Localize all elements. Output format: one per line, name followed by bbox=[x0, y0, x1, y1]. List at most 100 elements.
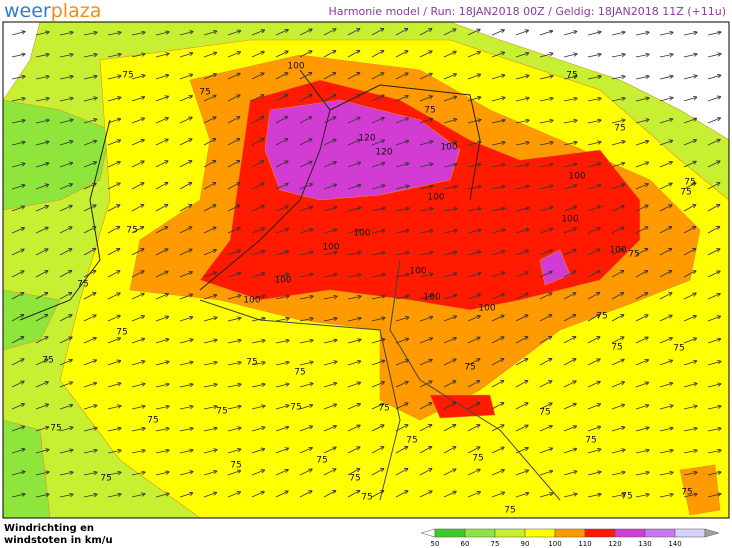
wind-arrow bbox=[707, 32, 721, 36]
wind-arrow bbox=[299, 162, 312, 168]
wind-arrow bbox=[467, 252, 481, 256]
wind-arrow bbox=[59, 76, 73, 80]
wind-arrow bbox=[131, 494, 145, 498]
wind-arrow bbox=[155, 472, 169, 476]
wind-region bbox=[3, 22, 41, 101]
wind-arrow bbox=[683, 54, 697, 58]
wind-arrow bbox=[611, 142, 625, 146]
wind-arrow bbox=[155, 317, 168, 322]
wind-arrow bbox=[251, 117, 263, 124]
wind-arrow bbox=[11, 472, 25, 476]
wind-arrow bbox=[635, 428, 649, 432]
colorbar-swatch bbox=[524, 528, 556, 538]
wind-arrow bbox=[203, 384, 217, 388]
wind-arrow bbox=[659, 249, 671, 256]
wind-arrow bbox=[467, 425, 479, 432]
wind-arrow bbox=[107, 406, 121, 410]
wind-arrow bbox=[587, 271, 600, 278]
wind-arrow bbox=[371, 186, 385, 190]
wind-arrow bbox=[323, 426, 336, 432]
wind-arrow bbox=[419, 317, 432, 322]
wind-arrow bbox=[467, 359, 480, 366]
wind-arrow bbox=[563, 250, 576, 256]
wind-arrow bbox=[659, 141, 672, 146]
wind-arrow bbox=[83, 249, 95, 256]
colorbar-label: 50 bbox=[431, 540, 440, 548]
wind-arrow bbox=[35, 315, 47, 322]
wind-arrow bbox=[275, 491, 288, 498]
wind-arrow bbox=[83, 472, 97, 476]
wind-arrow bbox=[299, 384, 313, 388]
wind-arrow bbox=[347, 469, 359, 476]
contour-label: 75 bbox=[100, 474, 111, 484]
wind-arrow bbox=[59, 120, 73, 124]
wind-arrow bbox=[659, 450, 673, 454]
wind-arrow bbox=[635, 98, 649, 102]
wind-arrow bbox=[419, 186, 433, 190]
wind-arrow bbox=[395, 208, 409, 212]
map-border bbox=[2, 21, 730, 519]
wind-arrow bbox=[587, 54, 601, 58]
wind-arrow bbox=[395, 469, 407, 476]
wind-arrow bbox=[683, 183, 696, 190]
wind-arrow bbox=[611, 494, 625, 498]
wind-arrow bbox=[563, 185, 576, 190]
wind-arrow bbox=[131, 32, 145, 36]
wind-arrow bbox=[443, 119, 456, 124]
wind-arrow bbox=[395, 73, 408, 80]
wind-arrow bbox=[131, 294, 144, 300]
colorbar-label: 75 bbox=[491, 540, 500, 548]
wind-arrow bbox=[11, 120, 25, 124]
wind-arrow bbox=[155, 339, 168, 344]
wind-arrow bbox=[35, 54, 49, 58]
contour-label: 75 bbox=[290, 403, 301, 413]
wind-arrow bbox=[107, 183, 120, 190]
wind-arrow bbox=[11, 164, 25, 168]
wind-arrow bbox=[707, 384, 721, 388]
wind-arrow bbox=[131, 249, 143, 256]
wind-arrow bbox=[107, 472, 121, 476]
wind-arrow bbox=[227, 95, 240, 102]
wind-arrow bbox=[515, 208, 529, 212]
wind-arrow bbox=[707, 271, 720, 278]
wind-arrow bbox=[467, 52, 480, 58]
wind-arrow bbox=[539, 142, 553, 146]
wind-arrow bbox=[179, 317, 192, 322]
contour-label: 75 bbox=[472, 454, 483, 464]
wind-arrow bbox=[683, 76, 697, 80]
wind-arrow bbox=[707, 183, 719, 190]
wind-arrow bbox=[659, 271, 671, 278]
wind-arrow bbox=[443, 469, 456, 476]
wind-arrow bbox=[59, 206, 72, 212]
wind-arrow bbox=[371, 339, 384, 344]
wind-arrow bbox=[539, 186, 553, 190]
wind-arrow bbox=[587, 228, 600, 234]
wind-arrow bbox=[563, 449, 576, 454]
wind-arrow bbox=[539, 337, 551, 344]
wind-arrow bbox=[419, 74, 432, 80]
contour-label: 75 bbox=[294, 368, 305, 378]
wind-arrow bbox=[131, 183, 144, 190]
wind-arrow bbox=[83, 227, 96, 234]
wind-arrow bbox=[59, 315, 72, 322]
contour-label: 75 bbox=[147, 416, 158, 426]
wind-arrow bbox=[35, 185, 48, 190]
wind-arrow bbox=[515, 493, 528, 498]
wind-arrow bbox=[275, 161, 288, 168]
wind-arrow bbox=[491, 30, 504, 36]
wind-arrow bbox=[323, 162, 336, 168]
contour-label: 100 bbox=[423, 293, 440, 303]
colorbar-swatch bbox=[464, 528, 496, 538]
wind-arrow bbox=[11, 32, 25, 36]
wind-arrow bbox=[539, 229, 552, 234]
wind-arrow bbox=[395, 403, 408, 410]
wind-arrow bbox=[371, 296, 385, 300]
wind-arrow bbox=[275, 427, 288, 432]
contour-label: 75 bbox=[77, 280, 88, 290]
wind-arrow bbox=[491, 230, 505, 234]
wind-arrow bbox=[491, 273, 504, 278]
wind-arrow bbox=[155, 118, 168, 124]
wind-arrow bbox=[323, 447, 336, 454]
wind-arrow bbox=[107, 54, 121, 58]
contour-label: 75 bbox=[680, 188, 691, 198]
